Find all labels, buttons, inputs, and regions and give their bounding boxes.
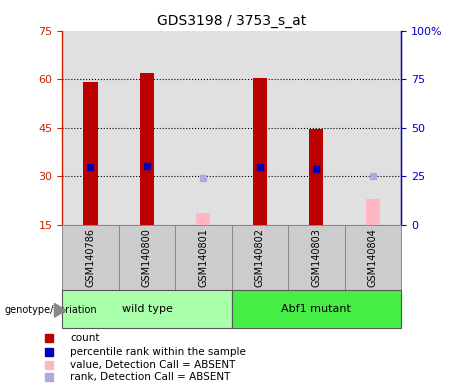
Bar (309, 129, 324, 225)
Text: rank, Detection Call = ABSENT: rank, Detection Call = ABSENT (70, 372, 230, 382)
Polygon shape (54, 303, 66, 317)
Bar (140, 73, 154, 225)
Bar (118, 225, 175, 290)
Bar (231, 290, 401, 328)
Bar (62, 225, 118, 290)
Text: GSM140801: GSM140801 (198, 228, 208, 287)
Bar (253, 78, 267, 225)
Bar (288, 225, 344, 290)
Bar (83, 83, 98, 225)
Bar (196, 214, 211, 225)
Bar (175, 225, 231, 290)
Text: wild type: wild type (122, 304, 172, 314)
Text: percentile rank within the sample: percentile rank within the sample (70, 347, 246, 357)
Text: GSM140804: GSM140804 (368, 228, 378, 287)
Text: count: count (70, 333, 100, 343)
Bar (62, 290, 231, 328)
Text: Abf1 mutant: Abf1 mutant (281, 304, 351, 314)
Text: GSM140800: GSM140800 (142, 228, 152, 287)
Bar (344, 225, 401, 290)
Text: genotype/variation: genotype/variation (5, 305, 97, 315)
Text: GSM140786: GSM140786 (85, 228, 95, 287)
Bar (231, 225, 288, 290)
Text: value, Detection Call = ABSENT: value, Detection Call = ABSENT (70, 359, 236, 369)
Text: GSM140802: GSM140802 (255, 228, 265, 287)
Text: GSM140803: GSM140803 (311, 228, 321, 287)
Bar (366, 199, 380, 225)
Title: GDS3198 / 3753_s_at: GDS3198 / 3753_s_at (157, 14, 306, 28)
